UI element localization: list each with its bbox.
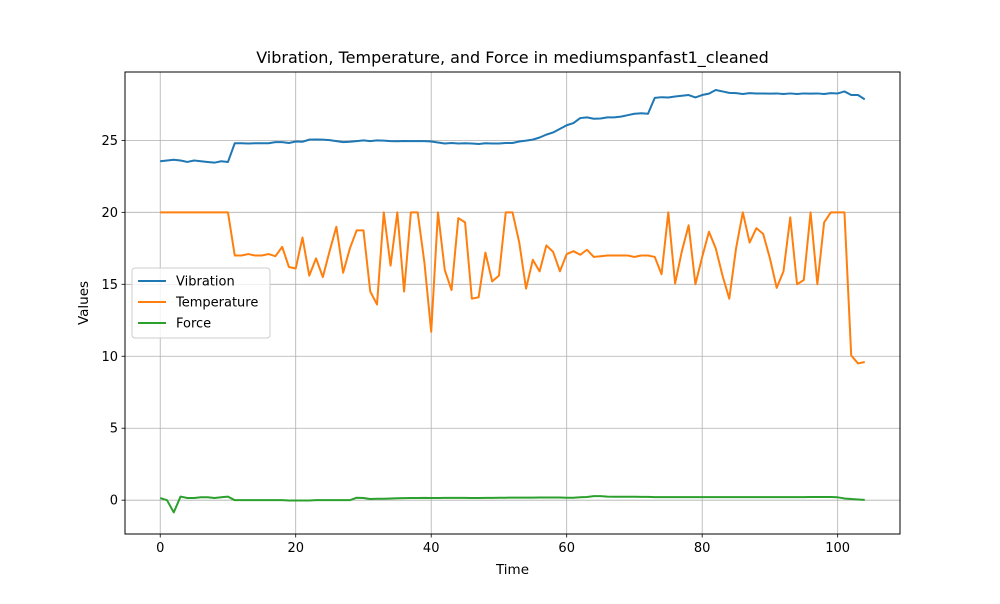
axis-ticks: 0 20 40 60 80 100 0 5 10 15 20 25 (101, 134, 850, 556)
vibration-legend-label: Vibration (176, 275, 235, 290)
x-tick-label: 100 (825, 541, 850, 556)
series-lines (159, 88, 866, 514)
y-tick-label: 5 (110, 422, 118, 437)
legend-box (131, 267, 271, 339)
y-tick-label: 20 (101, 206, 118, 221)
x-tick-label: 60 (558, 541, 575, 556)
y-tick-label: 15 (101, 278, 118, 293)
legend: Vibration Temperature Force (131, 267, 271, 339)
vibration-series-line (160, 88, 866, 164)
chart-title: Vibration, Temperature, and Force in med… (256, 48, 769, 68)
temperature-legend-label: Temperature (175, 296, 258, 311)
x-tick-label: 20 (287, 541, 304, 556)
x-tick-label: 40 (423, 541, 440, 556)
y-axis-label: Values (76, 281, 92, 325)
y-tick-label: 0 (110, 494, 118, 509)
x-tick-label: 0 (156, 541, 164, 556)
force-series-line (159, 495, 865, 514)
axes-frame (124, 71, 901, 535)
temperature-series-line (160, 211, 865, 365)
x-tick-label: 80 (694, 541, 711, 556)
force-legend-label: Force (176, 317, 211, 332)
y-tick-label: 10 (101, 350, 118, 365)
y-tick-label: 25 (101, 134, 118, 149)
x-axis-label: Time (495, 562, 529, 578)
